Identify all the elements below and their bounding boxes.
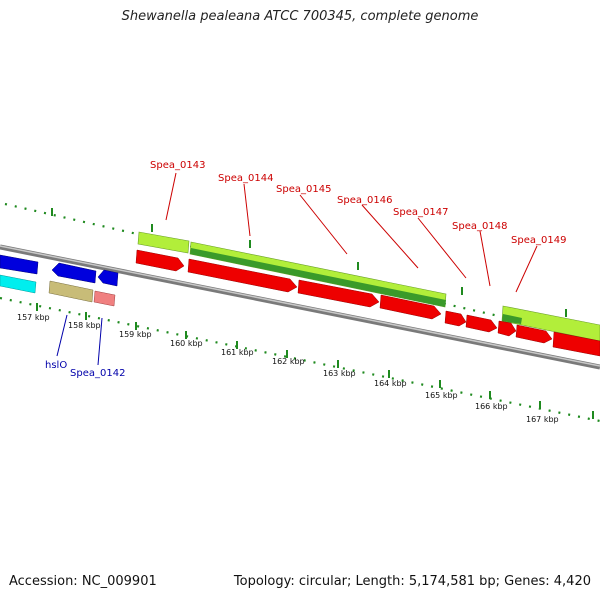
label-spea-0145[interactable]: Spea_0145 — [276, 184, 331, 195]
gene-cyan-1[interactable] — [0, 274, 37, 294]
label-spea-0149[interactable]: Spea_0149 — [511, 235, 566, 246]
scale-label: 158 kbp — [68, 321, 101, 330]
gene-spea-0145[interactable] — [297, 279, 380, 308]
gene-spea-0148b[interactable] — [497, 320, 517, 337]
reverse-gene-labels: hslO Spea_0142 — [45, 314, 125, 379]
gene-spea-0150[interactable] — [552, 331, 600, 357]
forward-genes — [135, 249, 600, 357]
scale-label: 164 kbp — [374, 379, 407, 388]
gene-blue-2[interactable] — [51, 262, 97, 284]
gene-spea-0148[interactable] — [465, 314, 498, 333]
bar-darkgreen-0149 — [502, 314, 522, 324]
label-spea-0147[interactable]: Spea_0147 — [393, 207, 448, 218]
gene-blue-3[interactable] — [97, 269, 119, 287]
scale-label: 163 kbp — [323, 369, 356, 378]
gene-spea-0149[interactable] — [515, 324, 553, 344]
scale-labels: 157 kbp 158 kbp 159 kbp 160 kbp 161 kbp … — [17, 313, 559, 424]
label-spea-0143[interactable]: Spea_0143 — [150, 160, 205, 171]
scale-label: 157 kbp — [17, 313, 50, 322]
gene-spea-0146[interactable] — [379, 294, 442, 320]
scale-label: 166 kbp — [475, 402, 508, 411]
label-spea-0148[interactable]: Spea_0148 — [452, 221, 507, 232]
left-genes — [0, 254, 119, 307]
bar-lightgreen-0143[interactable] — [137, 231, 190, 254]
scale-label: 165 kbp — [425, 391, 458, 400]
label-spea-0146[interactable]: Spea_0146 — [337, 195, 392, 206]
forward-gene-labels: Spea_0143 Spea_0144 Spea_0145 Spea_0146 … — [150, 160, 566, 293]
scale-label: 167 kbp — [526, 415, 559, 424]
scale-label: 159 kbp — [119, 330, 152, 339]
bar-darkgreen-overlap — [190, 248, 446, 307]
scale-label: 162 kbp — [272, 357, 305, 366]
genome-backbone — [0, 244, 600, 370]
gene-hslo[interactable] — [48, 280, 94, 303]
scale-label: 161 kbp — [221, 348, 254, 357]
label-hslo[interactable]: hslO — [45, 360, 67, 371]
feature-bars-top — [137, 231, 600, 342]
accession-text: Accession: NC_009901 — [9, 574, 157, 589]
gene-spea-0147[interactable] — [444, 310, 467, 327]
gene-blue-1[interactable] — [0, 254, 39, 275]
label-spea-0142[interactable]: Spea_0142 — [70, 368, 125, 379]
outer-tick-track — [4, 202, 600, 341]
inner-tick-track — [0, 296, 600, 423]
scale-label: 160 kbp — [170, 339, 203, 348]
gene-spea-0143[interactable] — [135, 249, 185, 272]
gene-spea-0142[interactable] — [93, 290, 116, 307]
map-title: Shewanella pealeana ATCC 700345, complet… — [121, 9, 479, 24]
gene-spea-0144[interactable] — [187, 258, 298, 293]
bar-lightgreen-0149[interactable] — [501, 305, 600, 342]
label-spea-0144[interactable]: Spea_0144 — [218, 173, 273, 184]
topology-text: Topology: circular; Length: 5,174,581 bp… — [233, 574, 591, 589]
